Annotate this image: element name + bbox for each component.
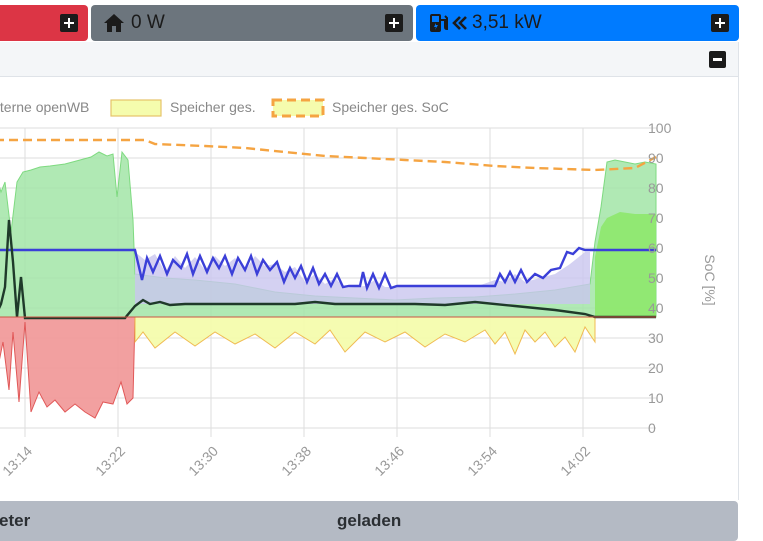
time-tick: 13:22 (92, 443, 128, 479)
soc-tick: 30 (648, 330, 664, 346)
legend-swatch-speicher-soc[interactable] (271, 98, 325, 118)
red-status-tile[interactable] (0, 5, 88, 41)
chart-legend[interactable]: interne openWB Speicher ges. Speicher ge… (0, 98, 449, 118)
charging-tile[interactable]: 3,51 kW (416, 5, 739, 41)
soc-axis-label: SoC [%] (702, 254, 718, 305)
soc-tick: 60 (648, 240, 664, 256)
legend-label-interne-openwb[interactable]: interne openWB (0, 99, 89, 115)
soc-tick: 50 (648, 270, 664, 286)
home-icon (103, 13, 125, 33)
soc-tick: 20 (648, 360, 664, 376)
soc-axis: 100 90 80 70 60 50 40 30 20 10 0 (648, 120, 672, 436)
legend-label-speicher[interactable]: Speicher ges. (170, 99, 256, 115)
expand-plus-icon[interactable] (385, 14, 403, 32)
legend-label-speicher-soc[interactable]: Speicher ges. SoC (332, 99, 449, 115)
time-tick: 13:30 (185, 443, 221, 479)
chart-panel-header (0, 42, 738, 77)
soc-tick: 0 (648, 420, 656, 436)
expand-plus-icon[interactable] (60, 14, 78, 32)
house-consumption-tile[interactable]: 0 W (91, 5, 413, 41)
time-tick: 13:38 (278, 443, 314, 479)
soc-tick: 90 (648, 150, 664, 166)
time-tick: 13:46 (371, 443, 407, 479)
time-axis: 13:14 13:22 13:30 13:38 13:46 13:54 14:0… (0, 443, 593, 479)
expand-plus-icon[interactable] (711, 14, 729, 32)
soc-tick: 80 (648, 180, 664, 196)
house-power-value: 0 W (131, 12, 165, 33)
legend-swatch-speicher[interactable] (110, 99, 162, 117)
time-tick: 13:14 (0, 443, 35, 479)
pv-area-right (595, 212, 656, 317)
consumption-line (0, 246, 656, 292)
soc-tick: 100 (648, 120, 672, 136)
column-header-geladen: geladen (337, 511, 402, 530)
soc-tick: 10 (648, 390, 664, 406)
soc-line (0, 138, 657, 172)
table-header-bar: eter geladen (0, 501, 738, 541)
soc-tick: 70 (648, 210, 664, 226)
charging-power-value: 3,51 kW (472, 12, 542, 33)
house-line (0, 219, 656, 320)
red-area (0, 316, 136, 419)
double-chevron-left-icon (452, 15, 468, 31)
soc-tick: 40 (648, 300, 664, 316)
power-chart: interne openWB Speicher ges. Speicher ge… (0, 98, 718, 479)
time-tick: 13:54 (464, 443, 500, 479)
collapse-minus-icon[interactable] (709, 51, 726, 68)
consumption-area (135, 252, 590, 304)
charging-station-icon (428, 12, 450, 34)
chart-panel: interne openWB Speicher ges. Speicher ge… (0, 42, 739, 500)
speicher-area (134, 316, 596, 356)
column-header-zaehler: eter (0, 511, 31, 530)
time-tick: 14:02 (557, 443, 593, 479)
